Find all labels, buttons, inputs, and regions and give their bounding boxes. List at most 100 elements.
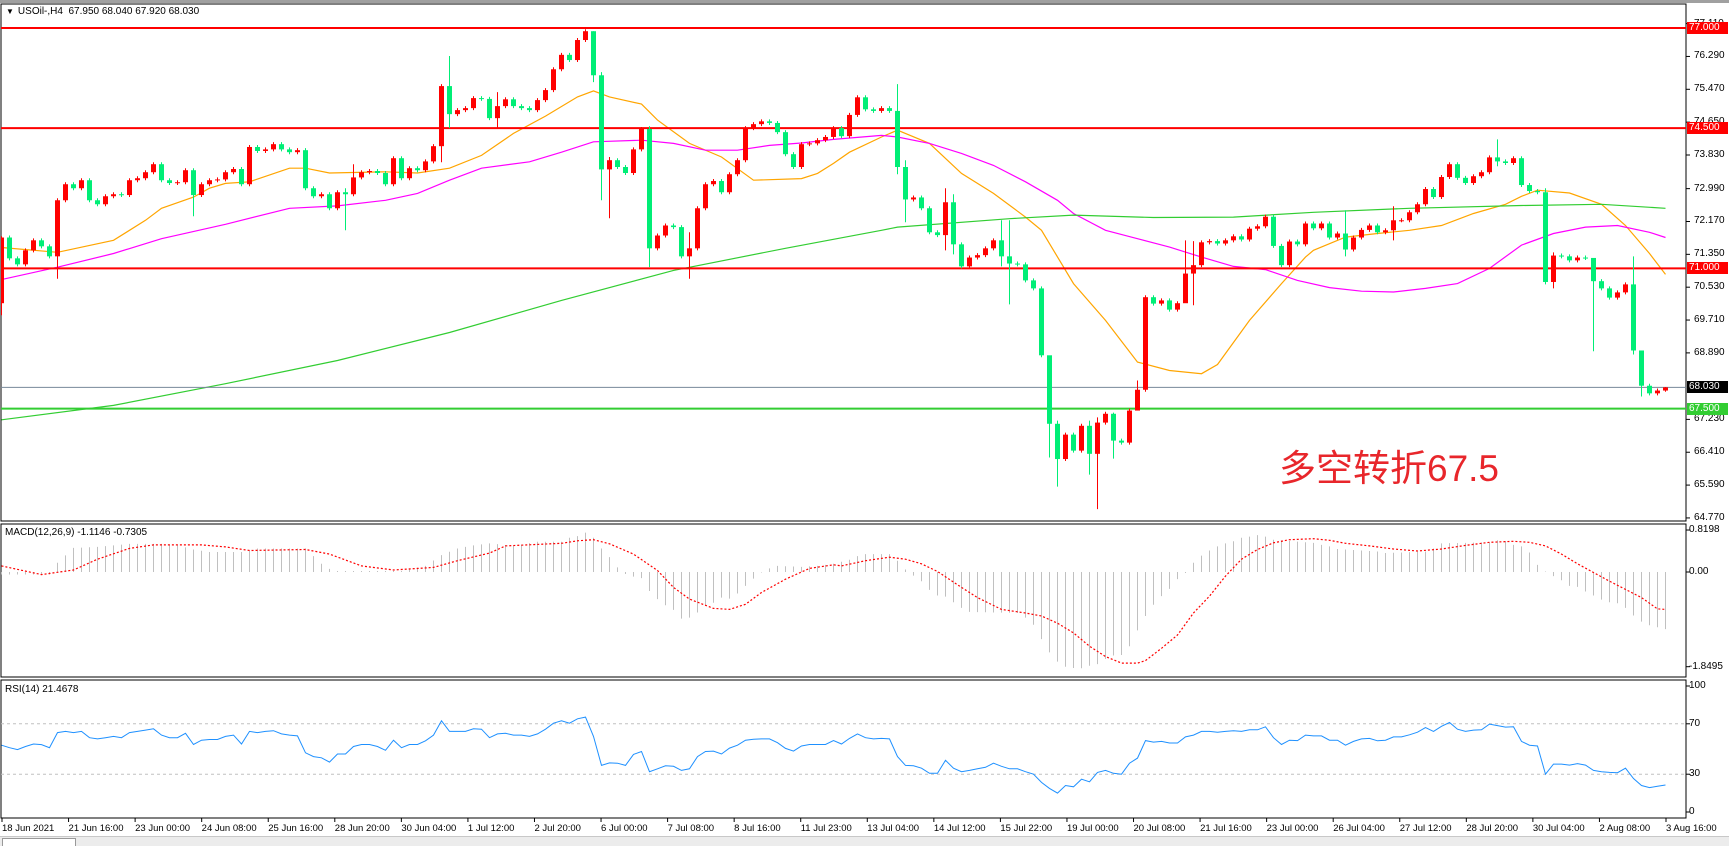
candle-body [607, 160, 612, 170]
candle-body [223, 172, 228, 180]
candle-body [663, 225, 668, 236]
candle [303, 148, 308, 191]
candle-body [975, 255, 980, 258]
candle-body [287, 149, 292, 153]
candle [1319, 221, 1324, 231]
time-axis-label: 20 Jul 08:00 [1133, 823, 1186, 834]
price-axis-label: 73.830 [1694, 148, 1725, 160]
candle [1575, 255, 1580, 263]
candle-body [527, 108, 532, 111]
time-axis-label: 2 Aug 08:00 [1599, 823, 1651, 834]
candle-body [367, 171, 372, 173]
macd-panel [0, 523, 1687, 678]
candle [911, 195, 916, 202]
candle [135, 176, 140, 183]
candle-body [815, 140, 820, 144]
candle [183, 168, 188, 185]
candle [1487, 155, 1492, 175]
candle [783, 130, 788, 157]
candle-body [775, 122, 780, 133]
candle [39, 238, 44, 249]
candle-body [455, 110, 460, 115]
candle [1663, 386, 1668, 392]
candle-body [1583, 257, 1588, 259]
price-axis-label: 76.290 [1694, 50, 1725, 62]
candle [871, 107, 876, 113]
candle-body [359, 172, 364, 178]
candle [335, 190, 340, 211]
candle-body [519, 106, 524, 109]
candle-body [799, 144, 804, 168]
candle [1367, 223, 1372, 232]
candle [679, 225, 684, 259]
candle-body [575, 40, 580, 61]
candle [1447, 162, 1452, 180]
time-axis-label: 13 Jul 04:00 [867, 823, 920, 834]
triangle-down-icon[interactable]: ▼ [6, 7, 14, 16]
candle-body [1647, 385, 1652, 394]
level-price-tag: 71.000 [1687, 262, 1728, 275]
candle [935, 230, 940, 238]
candle [591, 31, 596, 83]
candle-body [255, 146, 260, 151]
candle-body [895, 110, 900, 168]
candle [975, 253, 980, 260]
candle [519, 104, 524, 111]
candle-body [687, 248, 692, 257]
candle-body [1095, 422, 1100, 454]
candle-body [751, 124, 756, 129]
price-axis-label: 67.230 [1694, 413, 1725, 425]
chart-tab[interactable] [2, 838, 76, 846]
candle [119, 192, 124, 198]
candle [399, 156, 404, 181]
candle-body [1399, 220, 1404, 222]
candle-body [191, 170, 196, 196]
candle-body [351, 177, 356, 195]
candle [23, 248, 28, 267]
candle-body [159, 164, 164, 181]
candle-body [623, 167, 628, 174]
candle [631, 147, 636, 176]
candle [1215, 239, 1220, 246]
candle-body [1503, 161, 1508, 164]
macd-axis-label: 0.8198 [1689, 524, 1720, 536]
candle-body [1223, 240, 1228, 244]
rsi-panel [0, 679, 1687, 819]
candle-body [167, 180, 172, 184]
macd-title: MACD(12,26,9) -1.1146 -0.7305 [5, 527, 148, 538]
candle-body [1159, 300, 1164, 304]
candle [647, 126, 652, 268]
price-axis-label: 66.410 [1694, 446, 1725, 458]
candle-body [1519, 158, 1524, 186]
candle [1407, 210, 1412, 223]
candle [487, 96, 492, 121]
candle-body [1175, 303, 1180, 310]
candle-body [63, 184, 68, 201]
candle-body [951, 202, 956, 245]
candle [847, 112, 852, 139]
candle [703, 182, 708, 211]
candle-body [183, 170, 188, 183]
candle-body [991, 240, 996, 249]
candle [215, 177, 220, 183]
candle [895, 84, 900, 175]
candle-body [1031, 280, 1036, 289]
time-axis-label: 8 Jul 16:00 [734, 823, 781, 834]
candle-body [487, 98, 492, 119]
candle-body [1415, 204, 1420, 213]
candle-body [535, 100, 540, 111]
candle [447, 56, 452, 129]
candle-body [1055, 423, 1060, 460]
candle [831, 126, 836, 139]
candle-body [391, 158, 396, 185]
candle-body [1231, 236, 1236, 241]
candle [375, 169, 380, 176]
candle [599, 72, 604, 201]
candle [1071, 432, 1076, 453]
candle [1271, 214, 1276, 248]
candle-body [1247, 228, 1252, 240]
candle [191, 168, 196, 217]
candle-body [231, 169, 236, 173]
candle-body [1287, 241, 1292, 266]
